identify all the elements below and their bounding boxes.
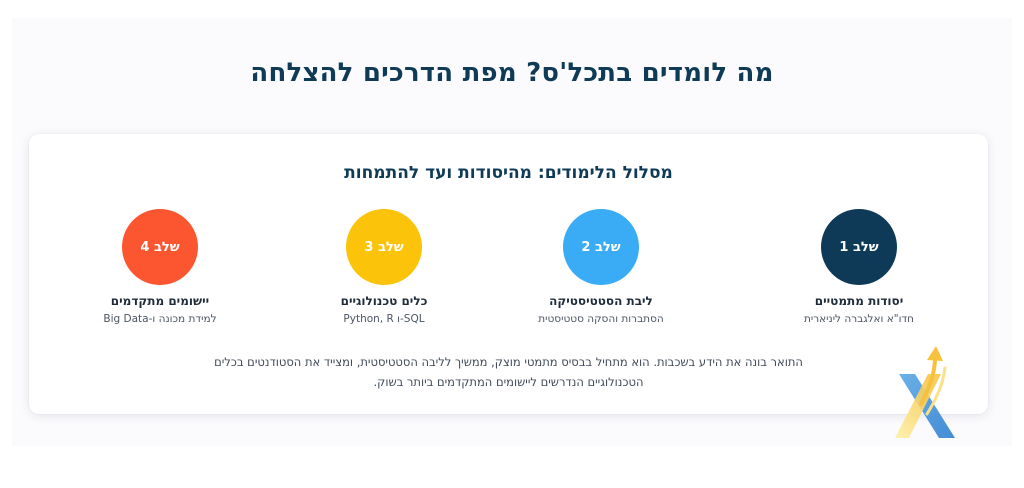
step-2-subtitle: הסתברות והסקה סטטיסטית bbox=[538, 313, 664, 325]
step-4-subtitle: למידת מכונה ו-Big Data bbox=[103, 313, 217, 325]
brand-x-arrow-logo-icon bbox=[895, 344, 957, 440]
step-4-badge: שלב 4 bbox=[122, 209, 198, 285]
page-title: מה לומדים בתכל'ס? מפת הדרכים להצלחה bbox=[250, 58, 774, 88]
step-3-badge-label: שלב 3 bbox=[364, 239, 404, 255]
step-3-subtitle: Python, R ו-SQL bbox=[343, 313, 425, 325]
step-4-badge-label: שלב 4 bbox=[140, 239, 180, 255]
step-2-badge: שלב 2 bbox=[563, 209, 639, 285]
step-3-badge: שלב 3 bbox=[346, 209, 422, 285]
step-2-title: ליבת הסטטיסטיקה bbox=[549, 294, 653, 308]
step-1-badge: שלב 1 bbox=[821, 209, 897, 285]
roadmap-title: מסלול הלימודים: מהיסודות ועד להתמחות bbox=[344, 163, 673, 183]
step-3: שלב 3 כלים טכנולוגיים Python, R ו-SQL bbox=[284, 209, 484, 326]
step-1: שלב 1 יסודות מתמטיים חדו"א ואלגברה ליניא… bbox=[759, 209, 959, 326]
step-2: שלב 2 ליבת הסטטיסטיקה הסתברות והסקה סטטי… bbox=[501, 209, 701, 326]
step-1-badge-label: שלב 1 bbox=[839, 239, 879, 255]
step-3-title: כלים טכנולוגיים bbox=[340, 294, 428, 308]
roadmap-description: התואר בונה את הידע בשכבות. הוא מתחיל בבס… bbox=[214, 355, 803, 389]
roadmap-card: מסלול הלימודים: מהיסודות ועד להתמחות שלב… bbox=[29, 134, 988, 414]
step-2-badge-label: שלב 2 bbox=[581, 239, 621, 255]
step-4: שלב 4 יישומים מתקדמים למידת מכונה ו-Big … bbox=[60, 209, 260, 326]
step-1-title: יסודות מתמטיים bbox=[814, 294, 904, 308]
step-4-title: יישומים מתקדמים bbox=[110, 294, 210, 308]
step-1-subtitle: חדו"א ואלגברה ליניארית bbox=[803, 313, 915, 325]
